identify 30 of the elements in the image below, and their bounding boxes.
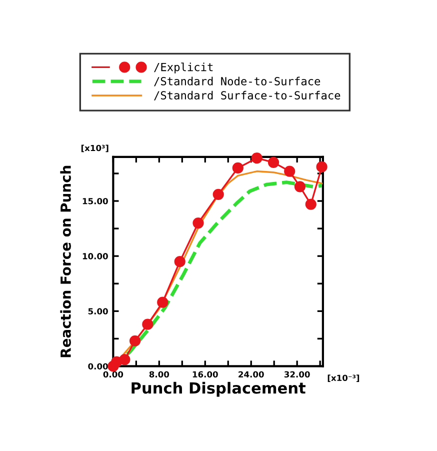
y-tick-label: 15.00 [82,198,108,204]
point [316,161,328,172]
x-tick-label: 16.00 [192,371,218,378]
point [142,318,154,330]
y-axis-title: Reaction Force on Punch [60,166,71,358]
y-tick-label: 10.00 [82,253,108,260]
text: [x10⁻³] [328,374,360,382]
y-tick-label: 0.00 [88,363,108,370]
point [157,296,168,308]
y-tick-label: 5.00 [88,308,108,314]
point [174,256,186,268]
x-axis-title: Punch Displacement [132,382,306,397]
legend-label: /Explicit [154,62,213,74]
point [305,198,316,210]
point [129,335,141,346]
point [119,354,130,366]
x-tick-label: 8.00 [149,371,170,378]
legend-label: /Standard Node-to-Surface [154,76,320,86]
point [212,188,224,200]
text: [x10³] [81,144,108,152]
x-tick-label: 32.00 [284,371,310,378]
point [294,181,306,192]
point [284,166,296,177]
point [268,156,280,168]
point [192,217,204,229]
legend-label: /Standard Surface-to-Surface [154,90,340,100]
point [232,162,244,174]
point [251,152,262,164]
x-tick-label: 24.00 [238,371,264,378]
text: 0.00 [103,371,124,378]
